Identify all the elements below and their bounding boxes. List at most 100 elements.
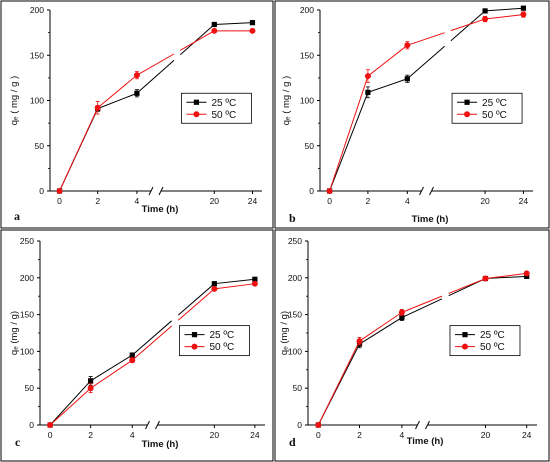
x-tick-label: 0	[57, 196, 62, 206]
legend-marker	[464, 111, 471, 118]
series-line	[177, 283, 215, 316]
x-tick-label: 4	[405, 196, 410, 206]
data-point	[482, 16, 489, 23]
axis-break-mark	[419, 186, 424, 196]
data-point	[482, 275, 489, 282]
y-tick-label: 250	[288, 236, 302, 246]
legend	[181, 92, 252, 124]
x-tick-label: 24	[519, 196, 529, 206]
legend-marker	[461, 343, 468, 350]
y-tick-label: 200	[288, 273, 302, 283]
x-tick-label: 4	[130, 430, 135, 440]
axis-break-mark	[148, 186, 154, 196]
data-point	[482, 8, 488, 14]
series-line	[90, 354, 133, 382]
y-tick-label: 50	[25, 383, 35, 393]
panel-label: d	[289, 435, 296, 449]
x-tick-label: 2	[357, 430, 362, 440]
legend-label: 25 ºC	[211, 98, 236, 109]
series-line	[367, 44, 408, 77]
axis-break-mark	[158, 186, 164, 196]
axis-break-mark	[155, 420, 160, 430]
series-line	[485, 14, 524, 20]
series-line	[367, 78, 408, 93]
y-axis-label: qₑ (mg / g)	[9, 311, 20, 355]
axis-break-mark	[145, 420, 150, 430]
panel-label: b	[289, 211, 296, 225]
data-point	[364, 73, 371, 80]
y-tick-label: 150	[30, 50, 44, 60]
data-point	[398, 309, 405, 316]
x-tick-label: 0	[316, 430, 321, 440]
x-tick-label: 24	[250, 430, 260, 440]
panel-frame	[274, 229, 550, 462]
panel-frame	[0, 229, 274, 462]
legend-marker	[464, 99, 470, 105]
legend-marker	[191, 332, 198, 338]
y-tick-label: 250	[20, 236, 34, 246]
x-tick-label: 2	[88, 430, 93, 440]
y-tick-label: 200	[20, 273, 34, 283]
series-line	[177, 288, 215, 321]
data-point	[520, 5, 527, 11]
y-tick-label: 100	[30, 96, 44, 106]
x-tick-label: 20	[210, 196, 220, 206]
series-line	[401, 298, 443, 318]
legend	[449, 325, 521, 357]
data-point	[520, 11, 527, 18]
legend-label: 25 ºC	[480, 330, 505, 341]
legend	[451, 92, 523, 124]
data-point	[88, 378, 94, 384]
axis-break-mark	[415, 420, 420, 430]
series-line	[131, 320, 172, 356]
x-tick-label: 0	[327, 196, 332, 206]
series-line	[317, 340, 360, 426]
axis-break-mark	[429, 186, 434, 196]
series-line	[214, 278, 255, 285]
x-axis-label: Time (h)	[412, 214, 449, 225]
series-line	[450, 18, 486, 32]
series-line	[485, 272, 527, 280]
series-line	[329, 92, 369, 192]
y-tick-label: 100	[288, 346, 302, 356]
y-axis-label: qₑ ( mg / g )	[9, 76, 20, 125]
data-point	[315, 422, 322, 428]
data-point	[523, 270, 530, 277]
series-line	[97, 74, 138, 109]
x-axis-label: Time (h)	[142, 439, 179, 450]
y-tick-label: 100	[20, 346, 34, 356]
data-point	[356, 338, 363, 345]
data-point	[211, 285, 218, 292]
data-point	[399, 314, 405, 321]
x-tick-label: 2	[95, 196, 100, 206]
data-point	[211, 21, 217, 28]
y-tick-label: 200	[300, 5, 314, 15]
data-point	[404, 76, 410, 82]
data-point	[47, 422, 54, 428]
y-tick-label: 0	[39, 186, 44, 196]
data-point	[404, 42, 411, 49]
y-tick-label: 200	[30, 5, 44, 15]
x-tick-label: 24	[522, 430, 532, 440]
series-line	[214, 283, 255, 290]
y-tick-label: 50	[35, 141, 45, 151]
x-axis-label: Time (h)	[407, 436, 444, 447]
series-line	[359, 311, 403, 342]
panel-frame	[0, 0, 274, 229]
series-line	[49, 380, 91, 426]
data-point	[129, 357, 136, 364]
x-tick-label: 24	[248, 196, 258, 206]
y-tick-label: 0	[297, 420, 302, 430]
series-line	[407, 32, 445, 46]
x-tick-label: 20	[210, 430, 220, 440]
series-line	[359, 317, 403, 345]
legend-label: 50 ºC	[211, 110, 236, 121]
series-line	[214, 22, 253, 25]
legend-label: 50 ºC	[482, 110, 507, 121]
series-line	[131, 325, 172, 361]
data-point	[56, 188, 63, 194]
series-line	[407, 45, 445, 80]
